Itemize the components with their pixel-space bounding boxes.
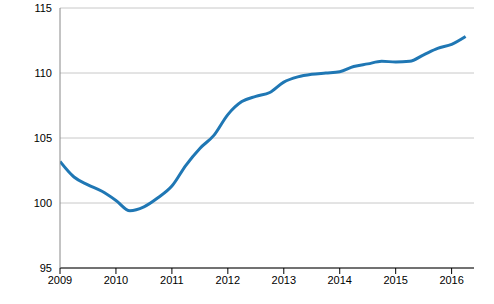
- svg-text:95: 95: [40, 262, 52, 274]
- svg-text:110: 110: [34, 67, 52, 79]
- svg-text:2016: 2016: [439, 274, 463, 286]
- svg-text:2010: 2010: [104, 274, 128, 286]
- svg-text:2015: 2015: [383, 274, 407, 286]
- svg-text:2013: 2013: [272, 274, 296, 286]
- svg-text:2011: 2011: [160, 274, 184, 286]
- svg-text:100: 100: [34, 197, 52, 209]
- svg-text:2014: 2014: [327, 274, 351, 286]
- svg-text:115: 115: [34, 2, 52, 14]
- svg-text:2009: 2009: [48, 274, 72, 286]
- svg-text:105: 105: [34, 132, 52, 144]
- svg-text:2012: 2012: [216, 274, 240, 286]
